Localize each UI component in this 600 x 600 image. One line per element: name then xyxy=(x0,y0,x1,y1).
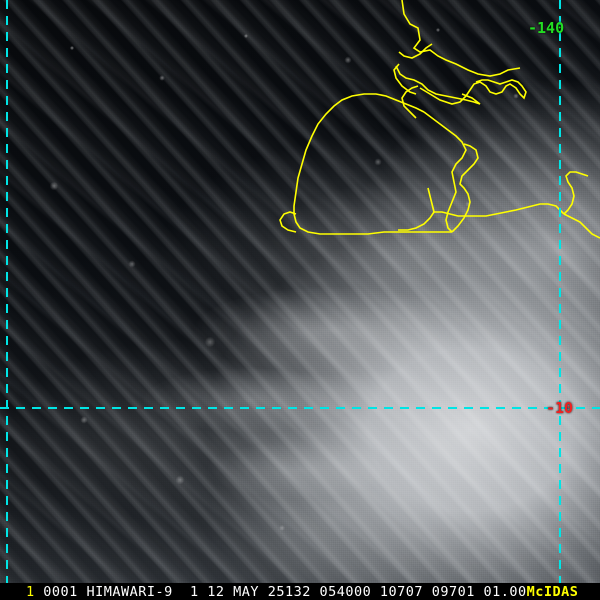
statusbar-space-7 xyxy=(311,584,320,600)
statusbar-space-6 xyxy=(259,584,268,600)
image-time: 054000 xyxy=(319,583,372,600)
sequence-number: 0001 xyxy=(43,583,78,600)
frame-number: 1 xyxy=(26,583,35,600)
satellite-name: HIMAWARI-9 xyxy=(86,583,173,600)
statusbar-space-4 xyxy=(199,584,208,600)
day-value: 12 xyxy=(207,583,225,600)
julian-date: 25132 xyxy=(267,583,311,600)
statusbar-space-3 xyxy=(173,584,190,600)
status-bar: 1 0001 HIMAWARI-9 1 12 MAY 25132 054000 … xyxy=(0,583,600,600)
value-a: 10707 xyxy=(379,583,424,600)
statusbar-space-5 xyxy=(225,584,234,600)
value-b: 09701 xyxy=(431,583,475,600)
statusbar-space-10 xyxy=(475,584,484,600)
statusbar-space-9 xyxy=(423,584,432,600)
longitude-label-140: -140 xyxy=(528,19,565,37)
statusbar-space-8 xyxy=(371,584,380,600)
latitude-label-10s: -10 xyxy=(546,399,574,417)
statusbar-space-1 xyxy=(35,584,44,600)
month-value: MAY xyxy=(233,583,260,600)
resolution-value: 01.00 xyxy=(483,583,527,600)
statusbar-space-2 xyxy=(78,584,87,600)
mcidas-brand: McIDAS xyxy=(526,583,579,600)
band-number: 1 xyxy=(189,583,199,600)
